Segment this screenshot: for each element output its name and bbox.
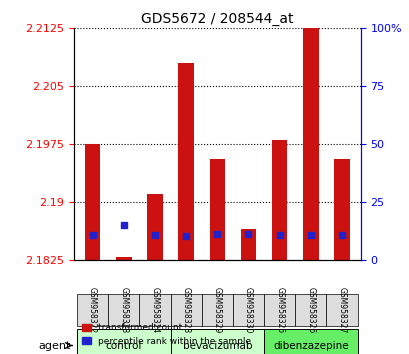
Text: bevacizumab: bevacizumab <box>182 341 252 350</box>
FancyBboxPatch shape <box>232 294 263 326</box>
Text: GSM958329: GSM958329 <box>212 287 221 333</box>
Text: GSM958326: GSM958326 <box>306 287 315 333</box>
Bar <box>116 257 131 259</box>
Text: dibenzazepine: dibenzazepine <box>272 341 348 350</box>
Bar <box>240 229 256 259</box>
Bar <box>333 159 349 259</box>
Text: GSM958322: GSM958322 <box>88 287 97 333</box>
FancyBboxPatch shape <box>77 329 170 354</box>
Legend: transformed count, percentile rank within the sample: transformed count, percentile rank withi… <box>78 320 254 349</box>
FancyBboxPatch shape <box>263 329 357 354</box>
Text: agent: agent <box>38 341 70 350</box>
Text: GSM958323: GSM958323 <box>119 287 128 333</box>
Title: GDS5672 / 208544_at: GDS5672 / 208544_at <box>141 12 293 26</box>
Text: control: control <box>105 341 142 350</box>
FancyBboxPatch shape <box>170 294 201 326</box>
Text: GSM958330: GSM958330 <box>243 287 252 333</box>
FancyBboxPatch shape <box>263 294 294 326</box>
Bar <box>85 144 100 259</box>
Text: GSM958328: GSM958328 <box>181 287 190 333</box>
Bar <box>271 140 287 259</box>
FancyBboxPatch shape <box>170 329 263 354</box>
FancyBboxPatch shape <box>294 294 326 326</box>
Bar <box>302 24 318 259</box>
Text: GSM958325: GSM958325 <box>274 287 283 333</box>
FancyBboxPatch shape <box>108 294 139 326</box>
Bar <box>178 63 193 259</box>
FancyBboxPatch shape <box>201 294 232 326</box>
FancyBboxPatch shape <box>326 294 357 326</box>
FancyBboxPatch shape <box>139 294 170 326</box>
FancyBboxPatch shape <box>77 294 108 326</box>
Bar <box>147 194 162 259</box>
Text: GSM958324: GSM958324 <box>150 287 159 333</box>
Text: GSM958327: GSM958327 <box>337 287 346 333</box>
Bar <box>209 159 225 259</box>
